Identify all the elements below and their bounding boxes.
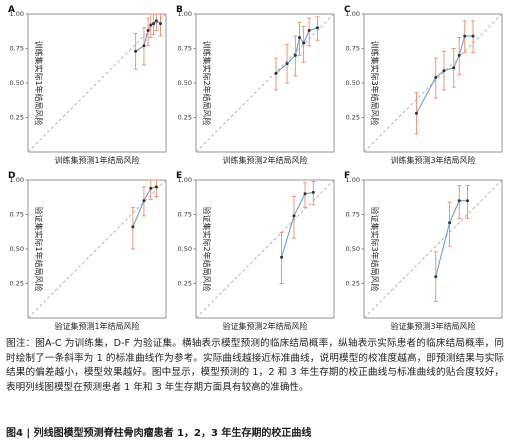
panel-e-xlabel: 验证集预测2年结局风险 bbox=[222, 321, 307, 331]
panel-c: C 0.25 0.50 0.75 1.00 训练集预测3年结局风险 训练集实际3年结局风险 bbox=[344, 5, 503, 165]
panel-a-ytick-label-3: 1.00 bbox=[10, 10, 24, 18]
panel-f-calibration-line bbox=[435, 200, 468, 277]
panel-e: E 0.25 0.50 0.75 1.00 验证集预测2年结局风险 验证集实际2年结局风险 bbox=[176, 171, 335, 331]
panel-b-point-1 bbox=[285, 62, 289, 66]
panel-b-point-4 bbox=[302, 41, 306, 45]
panel-a-ylabel: 训练集实际1年结局风险 bbox=[34, 40, 44, 125]
panel-e-point-0 bbox=[280, 255, 284, 259]
panel-f-xlabel: 验证集预测3年结局风险 bbox=[390, 321, 475, 331]
panel-c-point-1 bbox=[434, 75, 438, 79]
panel-d-ytick-label-1: 0.50 bbox=[10, 245, 24, 253]
panel-d-letter: D bbox=[8, 171, 15, 181]
figure-note: 图注：图A-C 为训练集，D-F 为验证集。横轴表示模型预测的临床结局概率，纵轴… bbox=[6, 338, 504, 393]
panel-d-ytick-label-3: 1.00 bbox=[10, 176, 24, 184]
panel-d-point-3 bbox=[154, 185, 158, 189]
panel-b-reference-line bbox=[195, 13, 335, 153]
panel-a-xlabel: 训练集预测1年结局风险 bbox=[54, 155, 139, 165]
panel-f-letter: F bbox=[344, 171, 350, 181]
panel-d-point-1 bbox=[142, 199, 146, 203]
panel-a-point-1 bbox=[142, 44, 146, 48]
panel-b-ylabel: 训练集实际2年结局风险 bbox=[202, 40, 212, 125]
panel-c-ytick-label-0: 0.25 bbox=[346, 114, 360, 122]
panel-b-xlabel: 训练集预测2年结局风险 bbox=[222, 155, 307, 165]
calibration-figure: A 0.25 0.50 0.75 1.00 训练集预测1年结局风险 训练集实际1年结局风险 B… bbox=[8, 5, 503, 331]
panel-c-ytick-label-3: 1.00 bbox=[346, 10, 360, 18]
panel-f-ytick-label-3: 1.00 bbox=[346, 176, 360, 184]
panel-b-point-6 bbox=[315, 26, 319, 30]
panel-d-calibration-line bbox=[132, 186, 157, 228]
panel-d-point-2 bbox=[149, 186, 153, 190]
panel-e-ytick-label-2: 0.75 bbox=[178, 211, 192, 219]
panel-b-ytick-label-3: 1.00 bbox=[178, 10, 192, 18]
panel-a-letter: A bbox=[8, 5, 15, 15]
panel-e-point-3 bbox=[311, 190, 315, 194]
panel-c-letter: C bbox=[344, 5, 351, 15]
panel-f-reference-line bbox=[363, 179, 503, 319]
panel-e-letter: E bbox=[176, 171, 182, 181]
panel-a-ytick-label-1: 0.50 bbox=[10, 79, 24, 87]
panel-c-point-2 bbox=[442, 69, 446, 73]
panel-a: A 0.25 0.50 0.75 1.00 训练集预测1年结局风险 训练集实际1年结局风险 bbox=[8, 5, 167, 165]
panel-e-ylabel: 验证集实际2年结局风险 bbox=[202, 206, 212, 291]
panel-e-point-1 bbox=[292, 214, 296, 218]
panel-a-reference-line bbox=[27, 13, 167, 153]
panel-d-point-0 bbox=[131, 225, 135, 229]
panel-c-point-0 bbox=[414, 111, 418, 115]
panel-e-ytick-label-3: 1.00 bbox=[178, 176, 192, 184]
panel-c-xlabel: 训练集预测3年结局风险 bbox=[390, 155, 475, 165]
panel-f-ytick-label-1: 0.50 bbox=[346, 245, 360, 253]
panel-b-point-5 bbox=[307, 29, 311, 33]
panel-f-ytick-label-2: 0.75 bbox=[346, 211, 360, 219]
panel-f-point-2 bbox=[457, 199, 461, 203]
figure-caption: 图4 | 列线图模型预测脊柱骨肉瘤患者 1，2，3 年生存期的校正曲线 bbox=[6, 428, 312, 439]
panel-a-ytick-label-0: 0.25 bbox=[10, 114, 24, 122]
panel-d-ytick-label-0: 0.25 bbox=[10, 280, 24, 288]
panel-b-point-2 bbox=[293, 53, 297, 57]
panel-a-point-5 bbox=[154, 19, 158, 23]
panel-c-point-5 bbox=[463, 34, 467, 38]
panel-e-ytick-label-1: 0.50 bbox=[178, 245, 192, 253]
panel-d-xlabel: 验证集预测1年结局风险 bbox=[54, 321, 139, 331]
panel-b-calibration-line bbox=[275, 27, 318, 74]
panel-f-ylabel: 验证集实际3年结局风险 bbox=[370, 206, 380, 291]
panel-b-letter: B bbox=[176, 5, 183, 15]
panel-a-point-4 bbox=[152, 22, 156, 26]
panel-a-point-2 bbox=[146, 29, 150, 33]
panel-f: F 0.25 0.50 0.75 1.00 验证集预测3年结局风险 验证集实际3年结局风险 bbox=[344, 171, 503, 331]
panel-b-point-3 bbox=[298, 35, 301, 39]
panel-b: B 0.25 0.50 0.75 1.00 训练集预测2年结局风险 训练集实际2年结局风险 bbox=[176, 5, 335, 165]
panel-c-ylabel: 训练集实际3年结局风险 bbox=[370, 40, 380, 125]
panel-f-ytick-label-0: 0.25 bbox=[346, 280, 360, 288]
panel-b-ytick-label-0: 0.25 bbox=[178, 114, 192, 122]
panel-f-point-3 bbox=[466, 199, 469, 203]
panel-b-point-0 bbox=[274, 71, 278, 75]
panel-e-ytick-label-0: 0.25 bbox=[178, 280, 192, 288]
panel-a-point-0 bbox=[134, 49, 138, 53]
panel-f-point-0 bbox=[434, 275, 438, 279]
panel-c-point-4 bbox=[457, 53, 461, 57]
panel-d: D 0.25 0.50 0.75 1.00 验证集预测1年结局风险 验证集实际1年结局风险 bbox=[8, 171, 167, 331]
panel-b-ytick-label-1: 0.50 bbox=[178, 79, 192, 87]
panel-e-point-2 bbox=[303, 192, 307, 196]
panel-d-ylabel: 验证集实际1年结局风险 bbox=[34, 206, 44, 291]
panel-a-point-3 bbox=[149, 23, 153, 27]
panel-f-point-1 bbox=[448, 221, 452, 225]
panel-a-ytick-label-2: 0.75 bbox=[10, 45, 24, 53]
panel-d-ytick-label-2: 0.75 bbox=[10, 211, 24, 219]
panel-c-ytick-label-2: 0.75 bbox=[346, 45, 360, 53]
panel-c-point-3 bbox=[452, 66, 456, 70]
panel-c-point-6 bbox=[471, 34, 475, 38]
panel-c-ytick-label-1: 0.50 bbox=[346, 79, 360, 87]
panel-e-calibration-line bbox=[281, 191, 314, 258]
panel-a-point-6 bbox=[158, 22, 162, 26]
panel-b-ytick-label-2: 0.75 bbox=[178, 45, 192, 53]
